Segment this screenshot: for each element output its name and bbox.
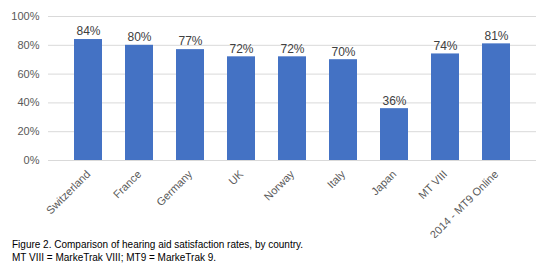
svg-text:40%: 40% [17,96,39,108]
svg-text:80%: 80% [17,39,39,51]
svg-text:72%: 72% [280,42,304,56]
svg-text:84%: 84% [76,24,100,38]
svg-text:70%: 70% [331,45,355,59]
svg-text:81%: 81% [484,29,508,43]
svg-text:72%: 72% [229,42,253,56]
svg-text:36%: 36% [382,94,406,108]
svg-text:MT VIII: MT VIII [416,168,449,201]
svg-text:Switzerland: Switzerland [44,168,93,217]
html-text:MT VIII = MarkeTrak VIII; MT9: MT VIII = MarkeTrak VIII; MT9 = MarkeTra… [12,252,217,263]
svg-text:0%: 0% [24,154,40,166]
svg-text:74%: 74% [433,39,457,53]
svg-text:Germany: Germany [154,167,195,208]
html-text:Figure 2. Comparison of hearin: Figure 2. Comparison of hearing aid sati… [12,239,304,250]
svg-text:20%: 20% [17,125,39,137]
svg-text:Japan: Japan [369,168,399,198]
svg-text:100%: 100% [11,10,39,22]
svg-text:UK: UK [226,167,246,187]
svg-text:60%: 60% [17,68,39,80]
svg-text:80%: 80% [127,30,151,44]
svg-text:France: France [111,168,144,201]
svg-text:Italy: Italy [325,167,348,190]
svg-text:Norway: Norway [262,167,297,202]
svg-text:77%: 77% [178,34,202,48]
svg-text:2014 - MT9 Online: 2014 - MT9 Online [427,168,500,238]
